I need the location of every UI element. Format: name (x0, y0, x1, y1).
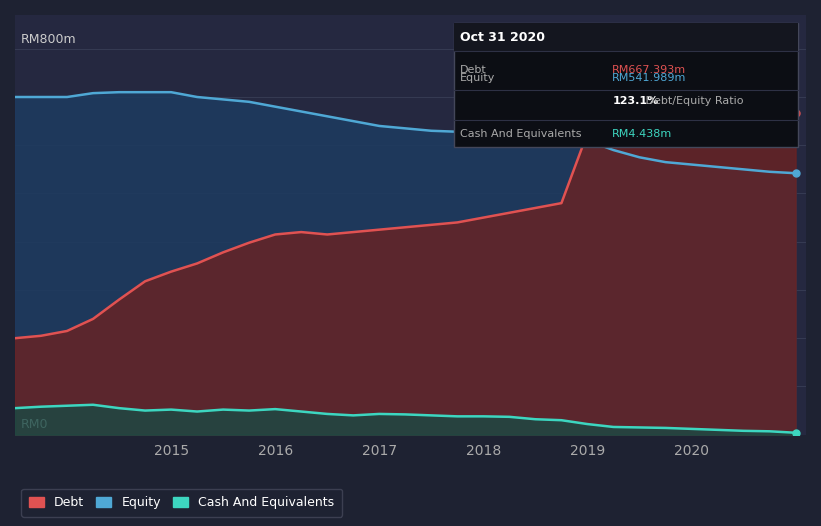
Text: 123.1%: 123.1% (612, 96, 658, 106)
Text: Equity: Equity (460, 73, 495, 83)
Text: RM4.438m: RM4.438m (612, 128, 672, 138)
Text: RM541.989m: RM541.989m (612, 73, 686, 83)
Text: Oct 31 2020: Oct 31 2020 (460, 31, 545, 44)
Text: RM800m: RM800m (21, 33, 76, 46)
Legend: Debt, Equity, Cash And Equivalents: Debt, Equity, Cash And Equivalents (21, 489, 342, 517)
Text: Cash And Equivalents: Cash And Equivalents (460, 128, 581, 138)
Text: RM667.393m: RM667.393m (612, 65, 686, 75)
Text: Debt/Equity Ratio: Debt/Equity Ratio (642, 96, 743, 106)
Text: RM0: RM0 (21, 418, 48, 431)
Text: Debt: Debt (460, 65, 487, 75)
